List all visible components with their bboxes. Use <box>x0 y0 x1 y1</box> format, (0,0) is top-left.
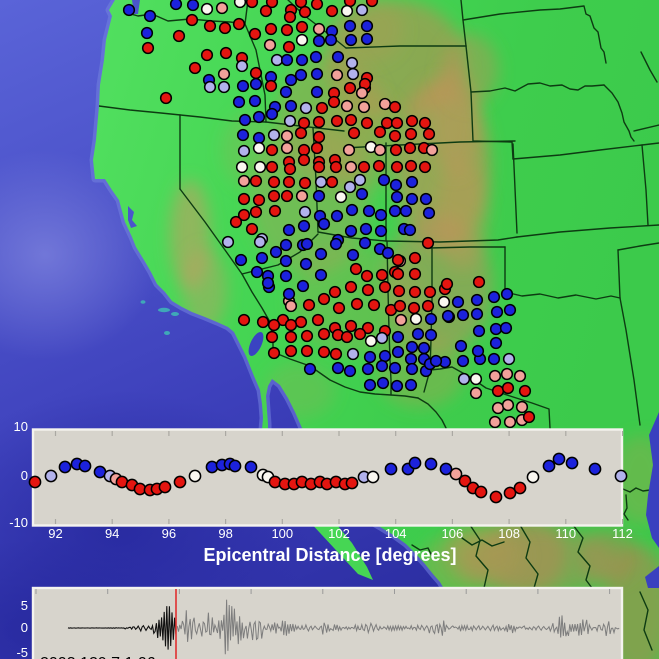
svg-text:-10: -10 <box>9 515 28 530</box>
svg-text:2003.129.7.1.06: 2003.129.7.1.06 <box>40 655 156 659</box>
svg-text:100: 100 <box>271 526 293 541</box>
svg-text:106: 106 <box>442 526 464 541</box>
svg-text:110: 110 <box>555 526 576 541</box>
svg-text:112: 112 <box>612 526 633 541</box>
svg-text:102: 102 <box>328 526 350 541</box>
svg-text:92: 92 <box>48 526 62 541</box>
svg-text:0: 0 <box>21 468 28 483</box>
svg-text:10: 10 <box>14 419 28 434</box>
svg-text:104: 104 <box>385 526 407 541</box>
svg-text:5: 5 <box>21 598 28 613</box>
svg-text:0: 0 <box>21 620 28 635</box>
svg-text:96: 96 <box>162 526 176 541</box>
svg-text:94: 94 <box>105 526 119 541</box>
svg-text:-5: -5 <box>16 645 28 659</box>
svg-text:108: 108 <box>498 526 520 541</box>
svg-text:98: 98 <box>218 526 232 541</box>
svg-text:Epicentral Distance [degrees]: Epicentral Distance [degrees] <box>203 545 456 565</box>
